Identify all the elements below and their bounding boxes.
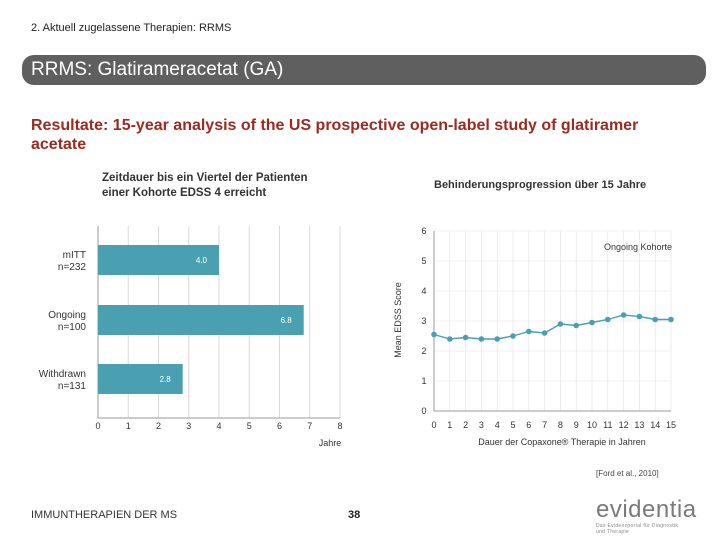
line-x-tick-label: 14	[650, 420, 660, 430]
line-x-tick-label: 7	[542, 420, 547, 430]
bar-x-tick-label: 3	[186, 421, 191, 431]
line-x-tick-label: 2	[463, 420, 468, 430]
bar-value-label: 4.0	[196, 256, 208, 265]
bar-chart-x-ticks: 0 1 2 3 4 5 6 7 8	[95, 421, 342, 431]
citation: [Ford et al., 2010]	[596, 469, 659, 478]
line-chart-title: Behinderungsprogression über 15 Jahre	[434, 179, 646, 191]
bar-chart-title-line-1: Zeitdauer bis ein Viertel der Patienten	[102, 172, 308, 184]
line-point	[526, 328, 532, 335]
bar	[98, 305, 304, 335]
line-point	[447, 336, 453, 342]
slide-subtitle: Resultate: 15-year analysis of the US pr…	[31, 117, 639, 153]
line-x-tick-label: 8	[558, 420, 563, 430]
bar-x-tick-label: 2	[156, 421, 161, 431]
line-x-tick-label: 5	[510, 420, 515, 430]
bar-category-n: n=131	[58, 381, 87, 392]
bar-x-tick-label: 4	[216, 421, 221, 431]
line-point	[636, 313, 643, 320]
line-chart-y-ticks: 0 1 2 3 4 5 6	[421, 226, 426, 416]
line-x-tick-label: 3	[479, 420, 484, 430]
line-point	[668, 316, 674, 323]
line-x-tick-label: 6	[526, 420, 531, 430]
evidentia-logo: evidentia Das Evidenzportal für Diagnost…	[596, 496, 706, 536]
bar-x-tick-label: 7	[307, 421, 312, 431]
line-point	[620, 312, 627, 318]
footer-label: IMMUNTHERAPIEN DER MS	[31, 509, 178, 521]
line-x-tick-label: 0	[431, 420, 436, 430]
line-x-tick-label: 12	[619, 420, 629, 430]
line-point	[652, 316, 658, 323]
bar-chart-title-line-2: einer Kohorte EDSS 4 erreicht	[102, 187, 266, 199]
line-chart-series	[431, 312, 674, 342]
bar-x-tick-label: 1	[126, 421, 131, 431]
line-point	[557, 321, 564, 327]
line-x-tick-label: 4	[495, 420, 500, 430]
page-number: 38	[348, 509, 361, 521]
bar-chart-bars: 4.0 6.8 2.8	[98, 245, 304, 394]
line-y-tick-label: 1	[421, 376, 426, 386]
line-x-tick-label: 10	[587, 420, 597, 430]
line-y-tick-label: 4	[421, 286, 426, 296]
line-point	[589, 319, 595, 326]
line-x-tick-label: 9	[574, 420, 579, 430]
bar-value-label: 2.8	[160, 375, 172, 384]
bar-x-tick-label: 5	[247, 421, 252, 431]
line-point	[462, 334, 469, 341]
bar-chart-x-axis-label: Jahre	[319, 438, 342, 448]
bar-category-label: Withdrawn	[39, 369, 86, 380]
line-y-tick-label: 3	[421, 316, 426, 326]
bar-category-n: n=100	[58, 322, 87, 333]
bar	[98, 364, 183, 394]
line-y-tick-label: 0	[421, 406, 426, 416]
line-point	[541, 330, 548, 336]
line-x-tick-label: 13	[634, 420, 644, 430]
line-point	[510, 333, 516, 339]
line-x-tick-label: 15	[666, 420, 676, 430]
line-y-tick-label: 2	[421, 346, 426, 356]
line-chart-x-axis-label: Dauer der Copaxone® Therapie in Jahren	[478, 437, 646, 447]
line-chart-y-axis-label: Mean EDSS Score	[393, 282, 403, 358]
line-chart-grid	[433, 230, 672, 412]
bar-value-label: 6.8	[281, 316, 293, 325]
line-x-tick-label: 1	[447, 420, 452, 430]
bar	[98, 245, 219, 275]
line-point	[494, 336, 501, 342]
line-y-tick-label: 6	[421, 226, 426, 236]
line-y-tick-label: 5	[421, 256, 426, 266]
logo-wordmark: evidentia	[596, 496, 697, 523]
bar-category-label: Ongoing	[48, 310, 86, 321]
line-x-tick-label: 11	[603, 420, 612, 430]
line-chart-annotation: Ongoing Kohorte	[604, 242, 672, 252]
line-point	[478, 336, 485, 342]
logo-tagline-2: und Therapie	[596, 529, 629, 535]
page-title: RRMS: Glatirameracetat (GA)	[31, 59, 284, 80]
logo-tagline-1: Das Evidenzportal für Diagnostik	[596, 523, 679, 529]
breadcrumb: 2. Aktuell zugelassene Therapien: RRMS	[31, 22, 232, 34]
line-point	[573, 322, 579, 329]
line-series-path	[433, 314, 671, 340]
bar-x-tick-label: 8	[337, 421, 342, 431]
bar-x-tick-label: 6	[277, 421, 282, 431]
line-chart-x-ticks: 0 1 2 3 4 5 6 7 8 9 10 11 12 13 14 15	[431, 420, 676, 430]
bar-category-n: n=232	[58, 262, 87, 273]
title-bar: RRMS: Glatirameracetat (GA)	[22, 55, 706, 85]
bar-x-tick-label: 0	[95, 421, 100, 431]
line-point	[431, 331, 437, 338]
line-point	[605, 316, 611, 323]
bar-category-label: mITT	[63, 250, 86, 261]
